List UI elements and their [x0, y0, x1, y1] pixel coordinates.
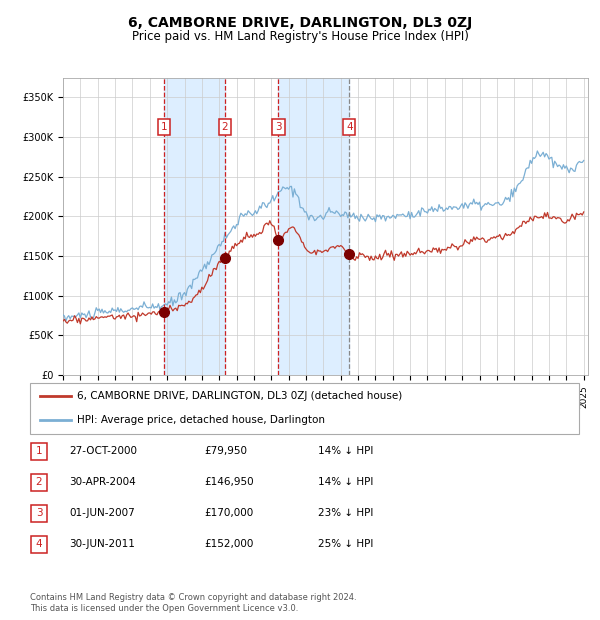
Text: 14% ↓ HPI: 14% ↓ HPI — [318, 477, 373, 487]
Text: 3: 3 — [35, 508, 43, 518]
Text: 4: 4 — [346, 122, 353, 131]
FancyBboxPatch shape — [31, 474, 47, 491]
Text: £152,000: £152,000 — [204, 539, 253, 549]
Text: 6, CAMBORNE DRIVE, DARLINGTON, DL3 0ZJ (detached house): 6, CAMBORNE DRIVE, DARLINGTON, DL3 0ZJ (… — [77, 391, 402, 401]
Text: Price paid vs. HM Land Registry's House Price Index (HPI): Price paid vs. HM Land Registry's House … — [131, 30, 469, 43]
Bar — [164, 78, 225, 375]
FancyBboxPatch shape — [30, 383, 579, 434]
FancyBboxPatch shape — [31, 443, 47, 460]
Text: 1: 1 — [161, 122, 167, 131]
Bar — [278, 78, 349, 375]
Text: 30-JUN-2011: 30-JUN-2011 — [69, 539, 135, 549]
Text: 30-APR-2004: 30-APR-2004 — [69, 477, 136, 487]
Text: 2: 2 — [35, 477, 43, 487]
Text: 23% ↓ HPI: 23% ↓ HPI — [318, 508, 373, 518]
Text: 14% ↓ HPI: 14% ↓ HPI — [318, 446, 373, 456]
Text: 25% ↓ HPI: 25% ↓ HPI — [318, 539, 373, 549]
Text: £170,000: £170,000 — [204, 508, 253, 518]
Text: Contains HM Land Registry data © Crown copyright and database right 2024.
This d: Contains HM Land Registry data © Crown c… — [30, 593, 356, 613]
Text: 2: 2 — [221, 122, 228, 131]
FancyBboxPatch shape — [31, 536, 47, 553]
Text: 1: 1 — [35, 446, 43, 456]
Text: HPI: Average price, detached house, Darlington: HPI: Average price, detached house, Darl… — [77, 415, 325, 425]
Text: 4: 4 — [35, 539, 43, 549]
Text: 27-OCT-2000: 27-OCT-2000 — [69, 446, 137, 456]
FancyBboxPatch shape — [31, 505, 47, 522]
Text: £79,950: £79,950 — [204, 446, 247, 456]
Text: 3: 3 — [275, 122, 282, 131]
Text: £146,950: £146,950 — [204, 477, 254, 487]
Text: 01-JUN-2007: 01-JUN-2007 — [69, 508, 135, 518]
Text: 6, CAMBORNE DRIVE, DARLINGTON, DL3 0ZJ: 6, CAMBORNE DRIVE, DARLINGTON, DL3 0ZJ — [128, 16, 472, 30]
